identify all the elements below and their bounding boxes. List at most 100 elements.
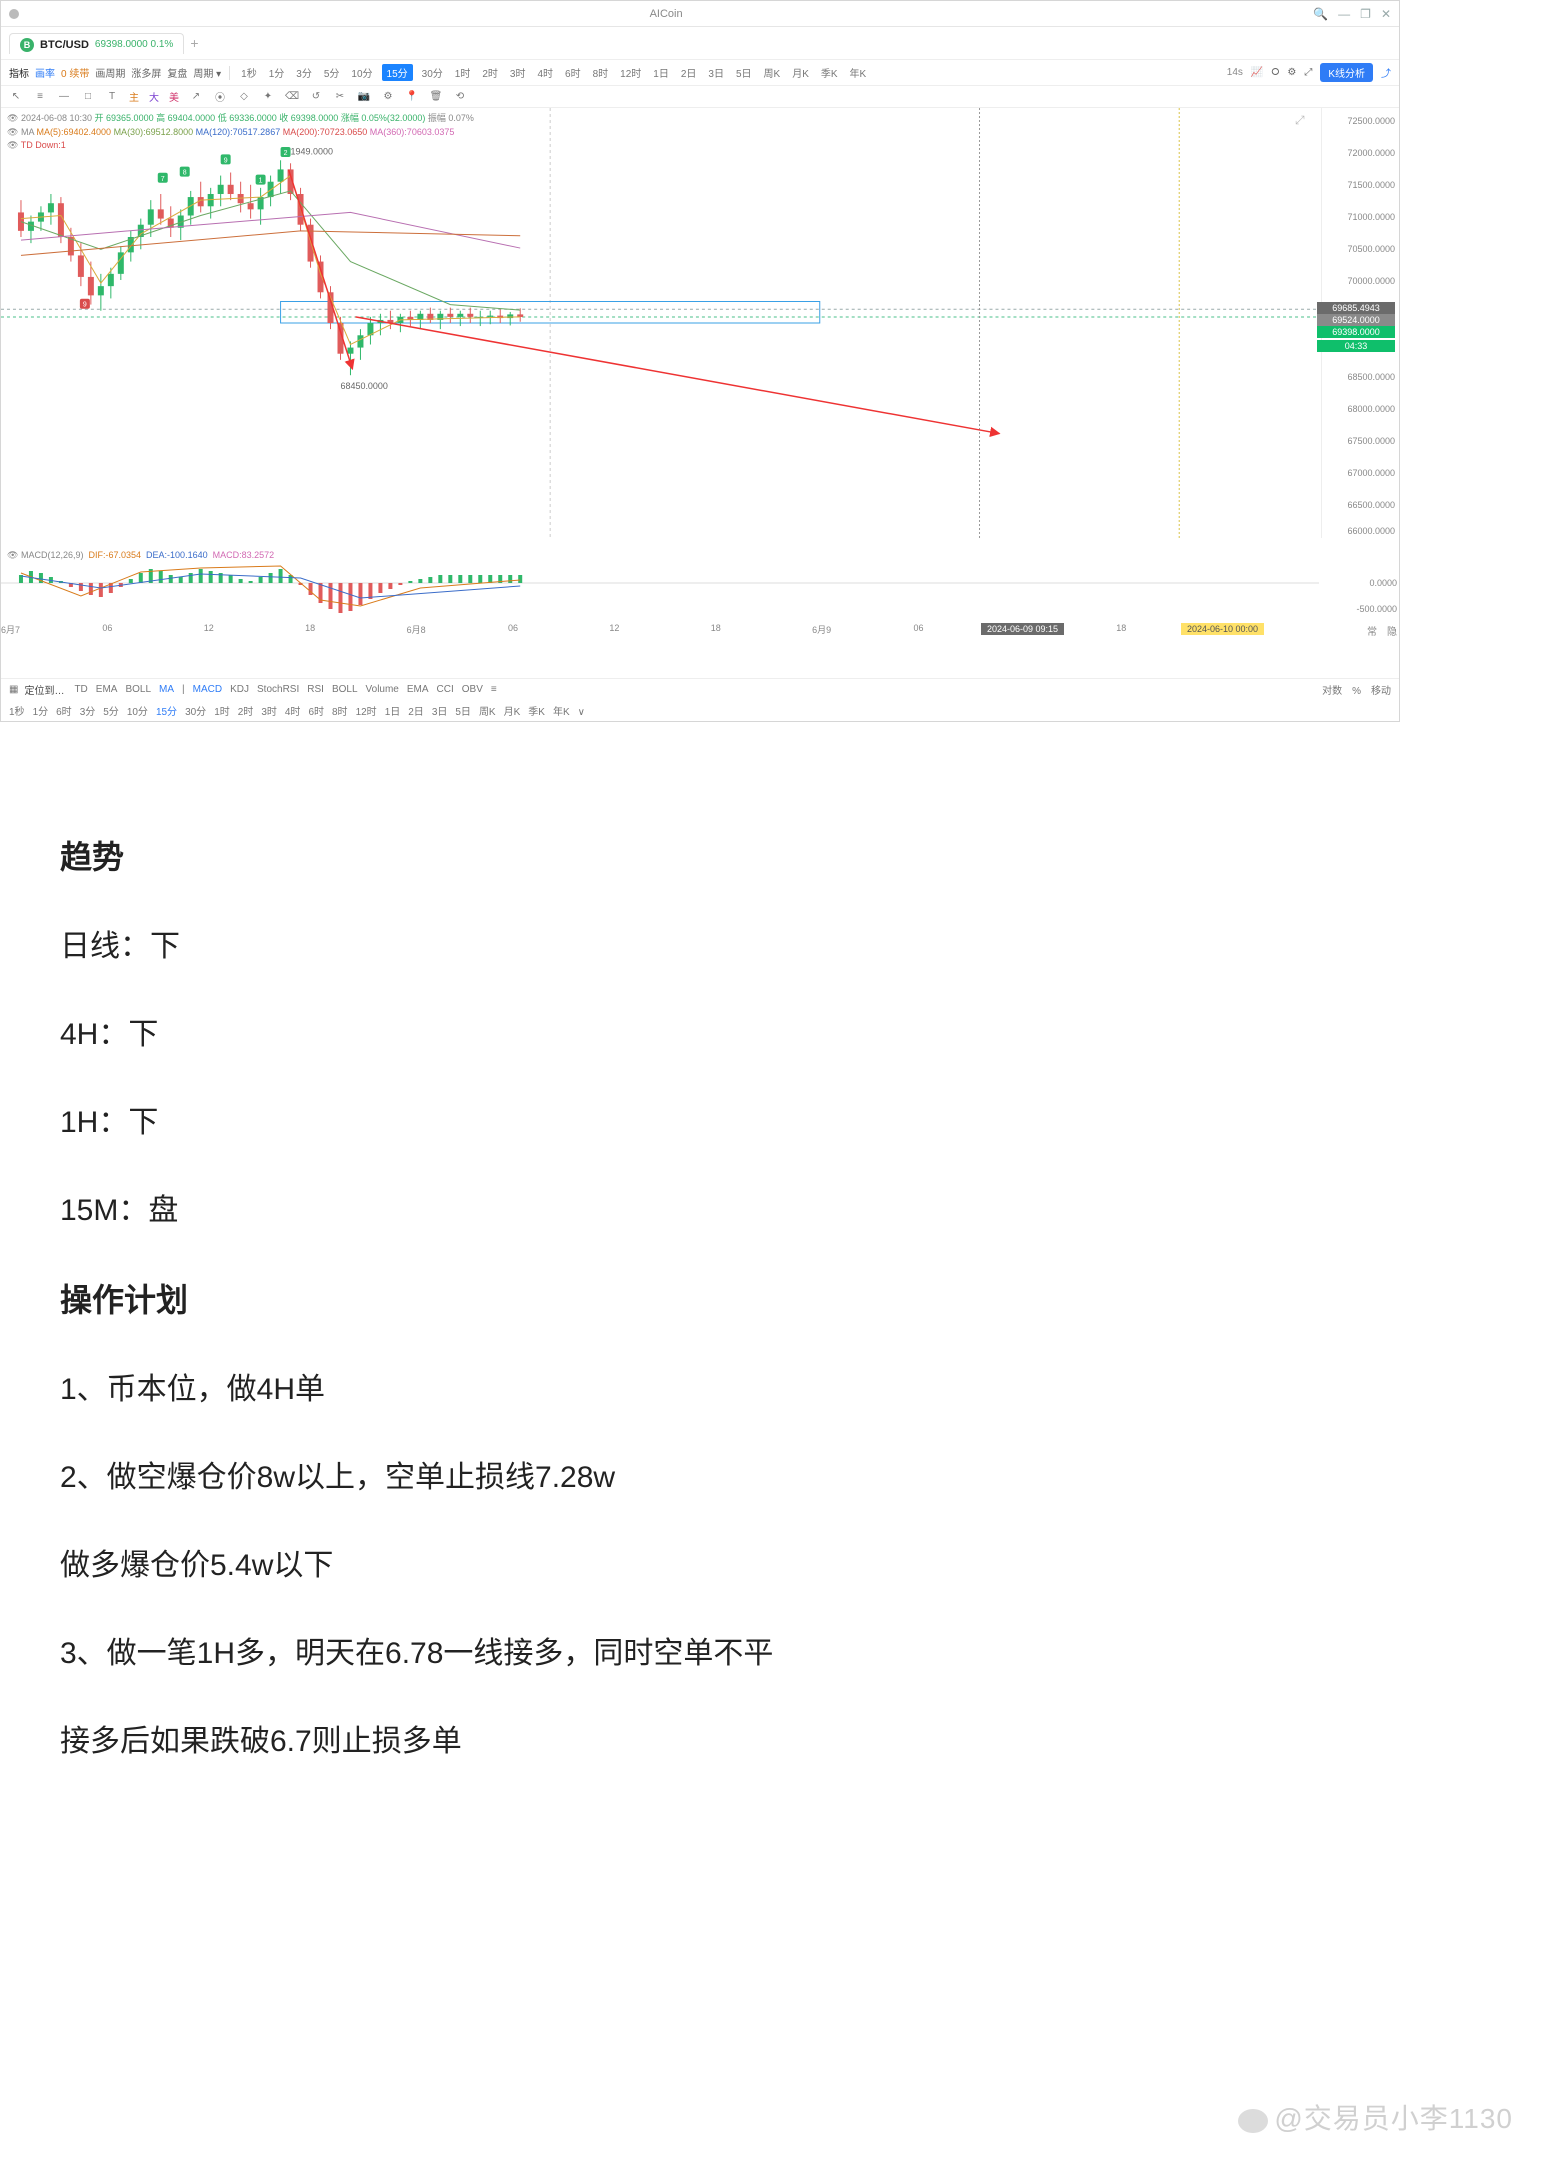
- toolbar-item[interactable]: 画周期: [95, 65, 125, 80]
- btm-tf-30分[interactable]: 30分: [185, 707, 206, 718]
- toolbar-item[interactable]: 指标: [9, 65, 29, 80]
- btm-tf-4时[interactable]: 4时: [285, 707, 301, 718]
- preset-da[interactable]: 大: [149, 89, 159, 104]
- timeframe-季K[interactable]: 季K: [818, 64, 841, 81]
- settings-icon[interactable]: ⚙: [381, 91, 395, 102]
- kline-analysis-button[interactable]: K线分析: [1320, 63, 1373, 82]
- indicator-CCI[interactable]: CCI: [437, 684, 454, 695]
- indicator-EMA[interactable]: EMA: [96, 684, 118, 695]
- close-icon[interactable]: ✕: [1381, 7, 1391, 21]
- minimize-icon[interactable]: —: [1338, 7, 1350, 21]
- indicator-BOLL[interactable]: BOLL: [125, 684, 151, 695]
- timeframe-月K[interactable]: 月K: [789, 64, 812, 81]
- indicator-|[interactable]: |: [182, 684, 185, 695]
- gear-icon[interactable]: ⚙: [1287, 67, 1296, 78]
- arrow-icon[interactable]: ↗: [189, 91, 203, 102]
- indicator-MA[interactable]: MA: [159, 684, 174, 695]
- side-btn-2[interactable]: 隐: [1387, 623, 1397, 638]
- refresh-icon[interactable]: ⟲: [453, 91, 467, 102]
- timeframe-2日[interactable]: 2日: [678, 64, 700, 81]
- preset-mei[interactable]: 美: [169, 89, 179, 104]
- indicator-BOLL[interactable]: BOLL: [332, 684, 358, 695]
- toolbar-item[interactable]: 0 续带: [61, 65, 89, 80]
- locate-label[interactable]: 定位到…: [24, 682, 64, 697]
- maximize-icon[interactable]: ❐: [1360, 7, 1371, 21]
- timeframe-8时[interactable]: 8时: [590, 64, 612, 81]
- timeframe-30分[interactable]: 30分: [419, 64, 446, 81]
- btm-tf-6时[interactable]: 6时: [308, 707, 324, 718]
- preset-zhu[interactable]: 主: [129, 89, 139, 104]
- timeframe-5分[interactable]: 5分: [321, 64, 343, 81]
- indicator-Volume[interactable]: Volume: [366, 684, 399, 695]
- cut-icon[interactable]: ✂: [333, 91, 347, 102]
- timeframe-3时[interactable]: 3时: [507, 64, 529, 81]
- timeframe-周K[interactable]: 周K: [761, 64, 784, 81]
- circle-icon[interactable]: ⭘: [1271, 67, 1279, 78]
- line-icon[interactable]: —: [57, 91, 71, 102]
- trash-icon[interactable]: 🗑: [429, 91, 443, 102]
- cursor-icon[interactable]: ↖: [9, 91, 23, 102]
- timeframe-4时[interactable]: 4时: [534, 64, 556, 81]
- expand-icon[interactable]: ⤢: [1304, 67, 1312, 78]
- timeframe-6时[interactable]: 6时: [562, 64, 584, 81]
- indicator-TD[interactable]: TD: [74, 684, 87, 695]
- indicator-StochRSI[interactable]: StochRSI: [257, 684, 299, 695]
- chart-icon[interactable]: 📈: [1251, 67, 1263, 78]
- toolbar-item[interactable]: 涨多屏: [131, 65, 161, 80]
- btm-tf-2时[interactable]: 2时: [238, 707, 254, 718]
- btm-tf-5分[interactable]: 5分: [103, 707, 119, 718]
- timeframe-年K[interactable]: 年K: [847, 64, 870, 81]
- timeframe-1时[interactable]: 1时: [452, 64, 474, 81]
- indicator-KDJ[interactable]: KDJ: [230, 684, 249, 695]
- btm-right-对数[interactable]: 对数: [1322, 686, 1342, 697]
- btm-tf-∨[interactable]: ∨: [578, 707, 585, 718]
- indicator-EMA[interactable]: EMA: [407, 684, 429, 695]
- diamond-icon[interactable]: ◇: [237, 91, 251, 102]
- share-icon[interactable]: ⤴: [1381, 65, 1391, 80]
- btm-tf-5日[interactable]: 5日: [455, 707, 471, 718]
- btm-tf-1秒[interactable]: 1秒: [9, 707, 25, 718]
- erase-icon[interactable]: ⌫: [285, 91, 299, 102]
- pin-icon[interactable]: 📍: [405, 91, 419, 102]
- btm-tf-2日[interactable]: 2日: [408, 707, 424, 718]
- btm-tf-15分[interactable]: 15分: [156, 707, 177, 718]
- main-chart[interactable]: 71949.000068450.0000978912⤢: [1, 108, 1319, 538]
- timeframe-5日[interactable]: 5日: [733, 64, 755, 81]
- btm-tf-季K[interactable]: 季K: [528, 707, 545, 718]
- btm-tf-1时[interactable]: 1时: [214, 707, 230, 718]
- camera-icon[interactable]: 📷: [357, 91, 371, 102]
- macd-panel[interactable]: 👁 MACD(12,26,9) DIF:-67.0354 DEA:-100.16…: [1, 548, 1319, 618]
- btm-tf-12时[interactable]: 12时: [356, 707, 377, 718]
- text-icon[interactable]: T: [105, 91, 119, 102]
- timeframe-10分[interactable]: 10分: [348, 64, 375, 81]
- add-tab-button[interactable]: +: [190, 35, 198, 51]
- btm-tf-1日[interactable]: 1日: [385, 707, 401, 718]
- btm-tf-3日[interactable]: 3日: [432, 707, 448, 718]
- btm-right-移动[interactable]: 移动: [1371, 686, 1391, 697]
- target-icon[interactable]: ⦿: [213, 89, 227, 104]
- timeframe-12时[interactable]: 12时: [617, 64, 644, 81]
- toolbar-item[interactable]: 画率: [35, 65, 55, 80]
- star-icon[interactable]: ✦: [261, 91, 275, 102]
- btm-tf-周K[interactable]: 周K: [479, 707, 496, 718]
- btm-tf-8时[interactable]: 8时: [332, 707, 348, 718]
- timeframe-3日[interactable]: 3日: [705, 64, 727, 81]
- symbol-tab[interactable]: B BTC/USD 69398.0000 0.1%: [9, 33, 184, 54]
- btm-tf-年K[interactable]: 年K: [553, 707, 570, 718]
- indicator-MACD[interactable]: MACD: [193, 684, 222, 695]
- toolbar-item[interactable]: 周期 ▾: [193, 65, 221, 80]
- toolbar-item[interactable]: 复盘: [167, 65, 187, 80]
- btm-tf-10分[interactable]: 10分: [127, 707, 148, 718]
- btm-tf-1分[interactable]: 1分: [33, 707, 49, 718]
- timeframe-15分[interactable]: 15分: [382, 64, 413, 81]
- timeframe-1分[interactable]: 1分: [266, 64, 288, 81]
- search-icon[interactable]: 🔍: [1313, 7, 1328, 21]
- timeframe-1日[interactable]: 1日: [650, 64, 672, 81]
- btm-tf-3分[interactable]: 3分: [80, 707, 96, 718]
- menu-icon[interactable]: ≡: [33, 91, 47, 102]
- timeframe-3分[interactable]: 3分: [293, 64, 315, 81]
- chart-area[interactable]: 👁 2024-06-08 10:30 开 69365.0000 高 69404.…: [1, 108, 1399, 678]
- indicator-OBV[interactable]: OBV: [462, 684, 483, 695]
- indicator-RSI[interactable]: RSI: [307, 684, 324, 695]
- side-btn-1[interactable]: 常: [1367, 623, 1377, 638]
